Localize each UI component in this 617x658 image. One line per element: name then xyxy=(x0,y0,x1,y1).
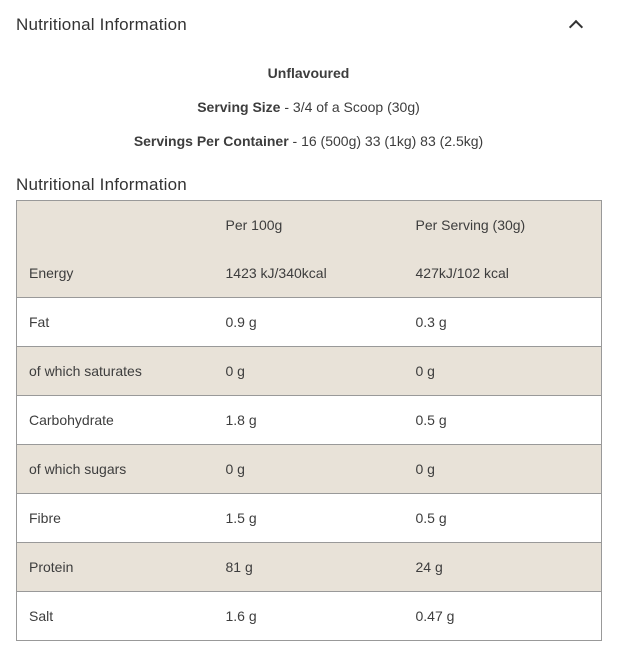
table-row: Salt 1.6 g 0.47 g xyxy=(17,592,602,641)
chevron-up-icon[interactable] xyxy=(568,19,584,34)
per-100g-value: 0 g xyxy=(225,363,245,379)
col-header-per-100g: Per 100g xyxy=(225,217,283,233)
table-row: Protein 81 g 24 g xyxy=(16,542,602,592)
nutritional-information-panel: Nutritional Information Unflavoured Serv… xyxy=(0,0,617,641)
per-serving-value: 0 g xyxy=(415,363,435,379)
col-header-nutrient xyxy=(17,201,214,250)
per-serving-value: 0.5 g xyxy=(415,510,447,526)
serving-info: Unflavoured Serving Size - 3/4 of a Scoo… xyxy=(0,65,617,150)
per-100g-value: 1.6 g xyxy=(225,608,257,624)
nutrient-label: Energy xyxy=(29,265,74,281)
per-serving-value: 24 g xyxy=(415,559,443,575)
per-serving-value: 0.5 g xyxy=(415,412,447,428)
per-100g-value: 0 g xyxy=(225,461,245,477)
per-100g-value: 1423 kJ/340kcal xyxy=(225,265,327,281)
servings-per-container-line: Servings Per Container - 16 (500g) 33 (1… xyxy=(0,133,617,150)
per-100g-value: 1.8 g xyxy=(225,412,257,428)
nutrient-label: Fibre xyxy=(29,510,61,526)
nutrition-accordion-header[interactable]: Nutritional Information xyxy=(0,0,617,35)
per-100g-value: 0.9 g xyxy=(225,314,257,330)
col-header-per-serving: Per Serving (30g) xyxy=(415,217,526,233)
per-serving-value: 0.47 g xyxy=(415,608,455,624)
serving-size-label: Serving Size xyxy=(197,99,281,115)
per-serving-value: 0.3 g xyxy=(415,314,447,330)
nutrient-label: Salt xyxy=(29,608,54,624)
nutrient-label: Carbohydrate xyxy=(29,412,114,428)
per-serving-value: 0 g xyxy=(415,461,435,477)
per-100g-value: 81 g xyxy=(225,559,253,575)
nutrition-table: Per 100g Per Serving (30g) Energy 1423 k… xyxy=(16,200,602,641)
servings-per-container-label: Servings Per Container xyxy=(133,133,289,149)
servings-per-container-value: - 16 (500g) 33 (1kg) 83 (2.5kg) xyxy=(292,133,484,149)
nutrient-label: Fat xyxy=(29,314,50,330)
table-row: Fat 0.9 g 0.3 g xyxy=(16,298,602,347)
serving-size-line: Serving Size - 3/4 of a Scoop (30g) xyxy=(0,99,617,116)
per-serving-value: 427kJ/102 kcal xyxy=(415,265,509,281)
table-row: of which saturates 0 g 0 g xyxy=(16,346,602,396)
per-100g-value: 1.5 g xyxy=(225,510,257,526)
table-header-row: Per 100g Per Serving (30g) xyxy=(16,200,602,250)
nutrient-label: of which sugars xyxy=(29,461,127,477)
serving-size-value: - 3/4 of a Scoop (30g) xyxy=(284,99,420,115)
flavour-name: Unflavoured xyxy=(267,65,350,81)
table-row: Energy 1423 kJ/340kcal 427kJ/102 kcal xyxy=(16,249,602,298)
table-row: Fibre 1.5 g 0.5 g xyxy=(16,494,602,543)
section-title: Nutritional Information xyxy=(16,175,187,194)
nutrient-label: of which saturates xyxy=(29,363,142,379)
table-row: of which sugars 0 g 0 g xyxy=(16,444,602,494)
nutrient-label: Protein xyxy=(29,559,74,575)
accordion-title: Nutritional Information xyxy=(16,15,187,34)
table-row: Carbohydrate 1.8 g 0.5 g xyxy=(16,396,602,445)
